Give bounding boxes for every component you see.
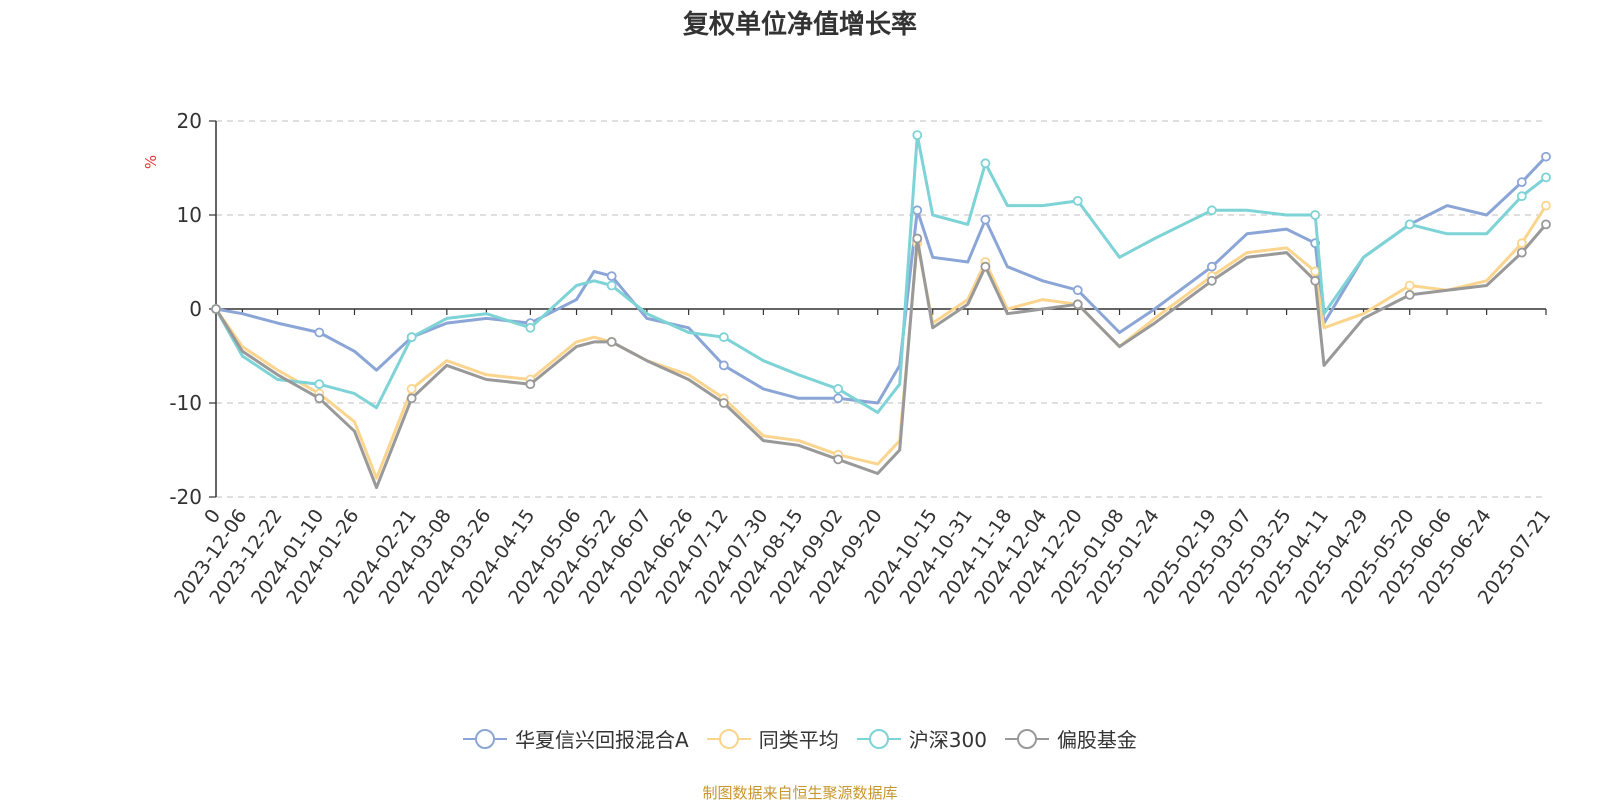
chart-title: 复权单位净值增长率 [682,10,917,40]
series-layer [211,130,1551,490]
data-point [525,322,536,333]
data-point [912,130,923,141]
data-point [525,379,536,390]
data-point [1404,280,1415,291]
y-tick-label: -20 [169,485,202,509]
data-point [980,158,991,169]
series-line [214,204,1548,480]
data-point [912,233,923,244]
legend-item[interactable]: 沪深300 [856,724,987,753]
data-point [1072,195,1083,206]
legend-swatch [463,728,508,749]
data-point [606,336,617,347]
data-point [1516,238,1527,249]
legend-label: 沪深300 [908,728,987,752]
legend-swatch [706,728,751,749]
line-chart: 20100-10-2002023-12-062023-12-222024-01-… [142,109,1555,608]
data-point [314,327,325,338]
axis-layer: 20100-10-2002023-12-062023-12-222024-01-… [169,109,1555,608]
data-point [314,379,325,390]
y-tick-label: 20 [177,109,202,133]
data-point [1541,151,1551,162]
data-point [1516,177,1527,188]
data-point [1072,299,1083,310]
data-point [606,271,617,282]
data-point [406,393,417,404]
data-point [606,280,617,291]
data-point [1310,266,1321,277]
grid-layer [216,120,1546,498]
legend-marker [718,728,739,749]
legend-marker [475,728,496,749]
data-point [1404,219,1415,230]
data-point [718,332,729,343]
legend-item[interactable]: 华夏信兴回报混合A [463,724,689,753]
data-point [1072,285,1083,296]
legend-label: 华夏信兴回报混合A [515,728,689,752]
data-point [1206,261,1217,272]
data-point [406,332,417,343]
data-point [980,261,991,272]
legend-label: 偏股基金 [1056,728,1137,752]
y-tick-label: 10 [177,203,202,227]
data-point [1206,275,1217,286]
data-point [1310,210,1321,220]
data-point [314,393,325,404]
y-tick-label: 0 [189,297,202,321]
data-point [1206,205,1217,216]
series-line [214,133,1547,414]
data-point [718,360,729,371]
legend-label: 同类平均 [758,728,839,752]
legend-marker [868,728,889,749]
legend-item[interactable]: 同类平均 [706,724,839,753]
data-point [211,304,221,314]
data-point [1516,191,1527,202]
data-point [1541,219,1551,230]
data-point [1541,172,1551,183]
data-point [1404,289,1415,300]
data-point [912,205,923,216]
legend-item[interactable]: 偏股基金 [1004,724,1137,753]
y-tick-label: -10 [169,391,202,415]
data-point [1541,200,1551,211]
legend-swatch [1004,728,1049,749]
legend-marker [1016,728,1037,749]
data-point [1516,247,1527,258]
data-point [833,383,844,394]
legend: 华夏信兴回报混合A 同类平均 沪深300 偏股基金 [0,724,1600,753]
data-point [833,454,844,465]
data-point [1310,275,1321,286]
source-note: 制图数据来自恒生聚源数据库 [702,784,898,802]
legend-swatch [856,728,901,749]
data-point [718,398,729,408]
y-axis-unit-label: % [142,155,160,169]
data-point [406,383,417,394]
data-point [833,393,844,404]
data-point [980,214,991,225]
series-line [214,223,1548,490]
